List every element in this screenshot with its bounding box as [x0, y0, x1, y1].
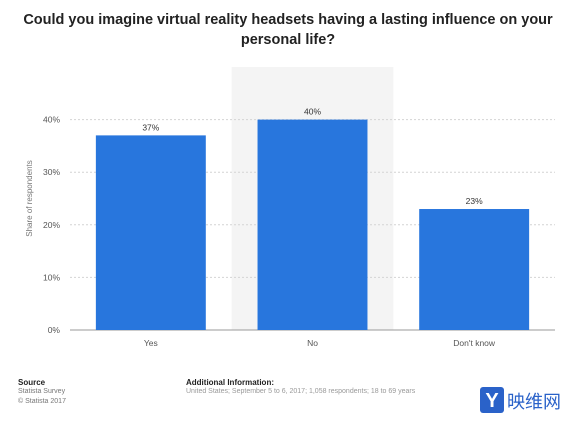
copyright-line: © Statista 2017 [18, 398, 66, 405]
data-label: 23% [466, 196, 483, 206]
chart-title: Could you imagine virtual reality headse… [23, 12, 553, 48]
watermark-text: 映维网 [507, 392, 561, 413]
additional-info-heading: Additional Information: [186, 378, 274, 387]
x-tick-label: No [307, 338, 318, 348]
source-heading: Source [18, 378, 46, 387]
y-tick-label: 30% [43, 167, 60, 177]
watermark-logo-icon [480, 387, 504, 413]
bar [257, 119, 368, 330]
y-tick-label: 20% [43, 220, 60, 230]
source-line: Statista Survey [18, 388, 66, 395]
data-label: 40% [304, 107, 321, 117]
data-label: 37% [142, 122, 159, 132]
additional-info-text: United States; September 5 to 6, 2017; 1… [186, 388, 416, 395]
watermark-logo: Y 映维网 [480, 387, 561, 413]
y-tick-label: 0% [48, 325, 61, 335]
x-tick-label: Don't know [453, 338, 496, 348]
y-tick-label: 10% [43, 272, 60, 282]
bar [419, 209, 530, 330]
source-block: Source Statista Survey © Statista 2017 [18, 378, 66, 407]
y-tick-label: 40% [43, 115, 60, 125]
y-axis-title: Share of respondents [25, 160, 34, 237]
bar [95, 135, 206, 330]
additional-info-block: Additional Information: United States; S… [186, 378, 415, 397]
bar-chart: 0% 10% 20% 30% 40% Share of respondents 37% Yes… [25, 67, 555, 348]
x-tick-label: Yes [144, 338, 158, 348]
watermark-logo-letter: Y [485, 390, 499, 412]
